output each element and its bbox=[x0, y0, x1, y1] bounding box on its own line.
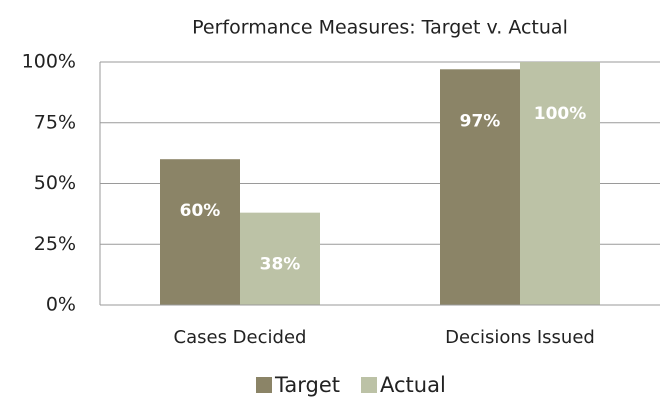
value-label: 100% bbox=[534, 104, 587, 124]
y-tick-label: 75% bbox=[34, 111, 76, 133]
bar bbox=[240, 212, 320, 305]
y-tick-label: 25% bbox=[34, 233, 76, 255]
value-label: 38% bbox=[260, 255, 301, 275]
bar bbox=[520, 62, 600, 305]
legend-label: Actual bbox=[380, 373, 446, 397]
bar bbox=[160, 159, 240, 305]
value-label: 97% bbox=[460, 111, 501, 131]
y-tick-label: 100% bbox=[22, 51, 76, 73]
bar bbox=[440, 69, 520, 305]
x-tick-label: Decisions Issued bbox=[445, 327, 595, 348]
y-tick-label: 0% bbox=[46, 294, 76, 316]
legend-swatch bbox=[361, 377, 377, 393]
x-tick-label: Cases Decided bbox=[174, 327, 307, 348]
chart-title: Performance Measures: Target v. Actual bbox=[192, 17, 568, 39]
value-label: 60% bbox=[180, 201, 221, 221]
legend-swatch bbox=[256, 377, 272, 393]
legend-label: Target bbox=[274, 373, 340, 397]
y-tick-label: 50% bbox=[34, 172, 76, 194]
